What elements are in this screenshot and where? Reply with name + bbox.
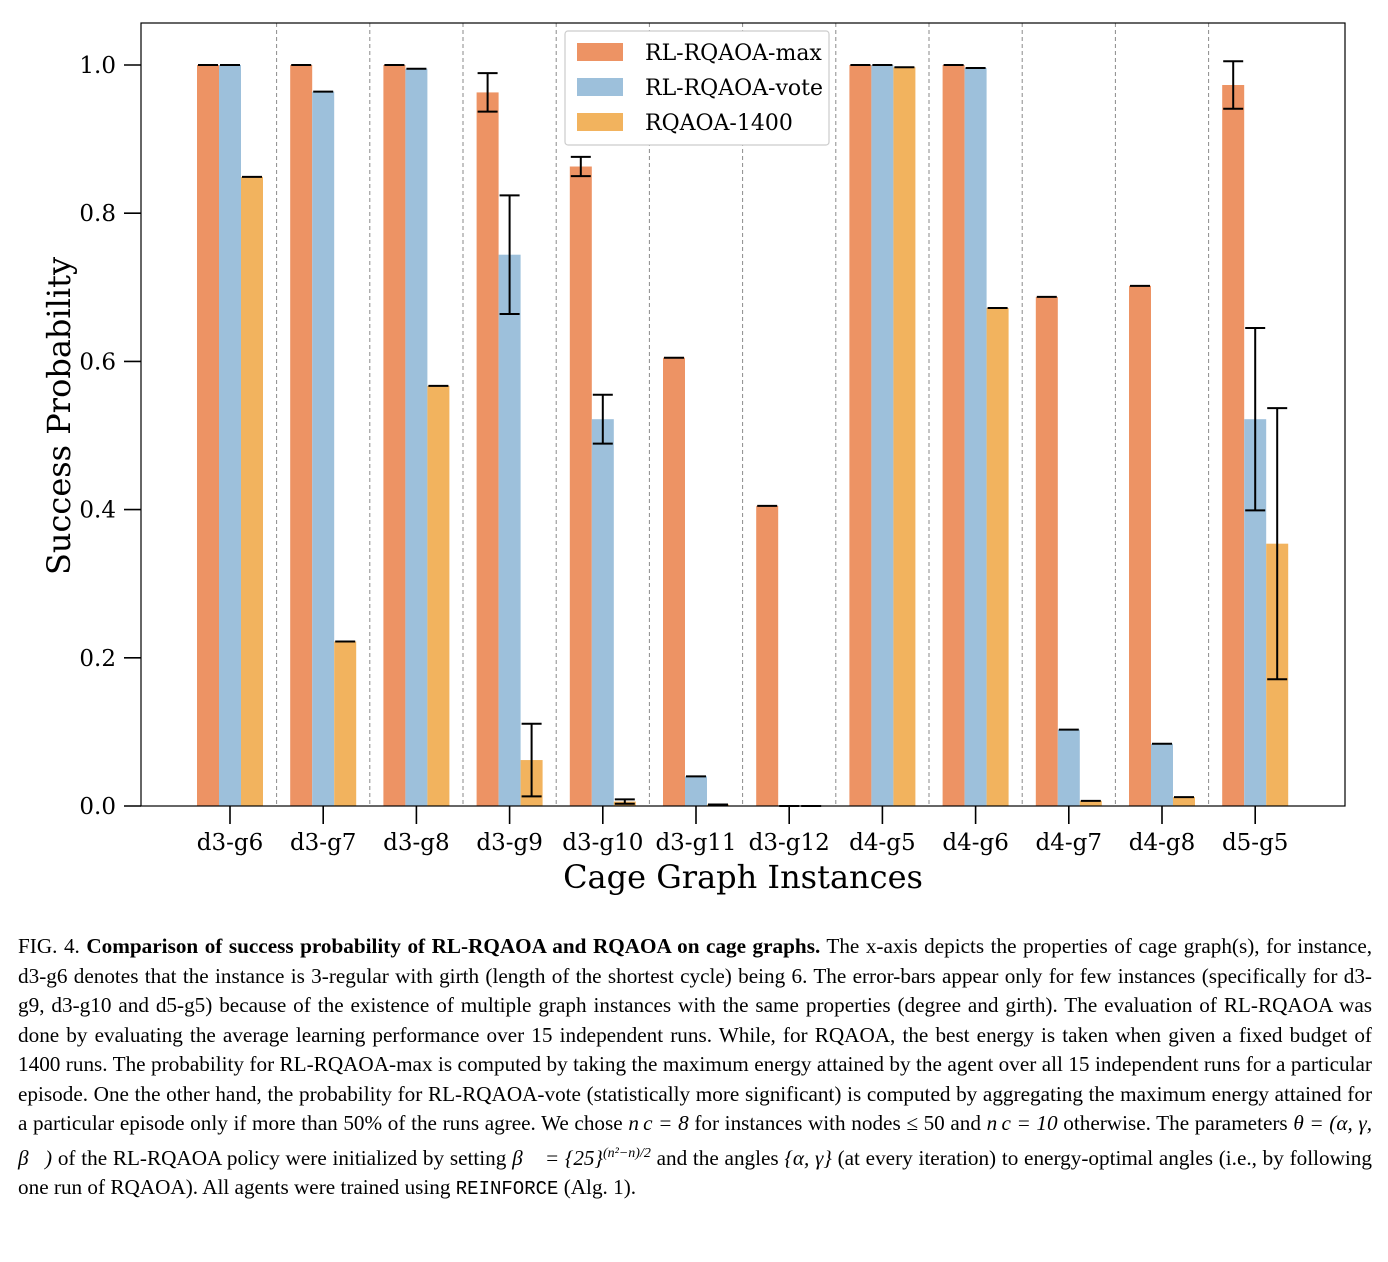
- caption-text: (at every iteration) to energy-optimal a…: [18, 1145, 1372, 1200]
- math-nc-10: n c = 10: [986, 1111, 1058, 1135]
- bar: [1244, 419, 1267, 806]
- bar: [569, 166, 592, 807]
- legend-box: [564, 30, 830, 146]
- bar-chart: 0.0 0.2 0.4 0.6 0.8 1.0 d3-g6 d3-g7 d3-g8 d3-g9 d3…: [40, 22, 1346, 896]
- bar: [893, 67, 916, 806]
- y-tick-label: 1.0: [79, 53, 116, 79]
- bar: [964, 67, 987, 807]
- plot-frame: [140, 22, 1346, 807]
- legend-label: RL-RQAOA-max: [645, 41, 822, 66]
- bar: [197, 65, 219, 806]
- bar: [498, 254, 521, 807]
- y-tick-label: 0.2: [79, 646, 116, 672]
- y-tick-label: 0.4: [79, 498, 116, 524]
- bar: [871, 65, 894, 806]
- x-tick-label: d3-g6: [197, 830, 263, 856]
- bar: [241, 176, 263, 807]
- x-tick-label: d4-g8: [1129, 830, 1195, 856]
- legend-swatch: [577, 43, 623, 61]
- x-tick-label: d3-g10: [562, 830, 643, 856]
- bar: [663, 357, 685, 806]
- math-beta-exponent: (n²−n)/2: [603, 1145, 651, 1161]
- math-beta-base: β⃗ = {25}: [512, 1145, 603, 1170]
- x-tick-label: d3-g7: [290, 830, 356, 856]
- bar: [1129, 285, 1151, 806]
- figure-caption: FIG. 4. Comparison of success probabilit…: [18, 932, 1372, 1205]
- reinforce-label: REINFORCE: [455, 1178, 559, 1201]
- bar: [591, 419, 614, 806]
- bar: [685, 776, 707, 806]
- x-tick-label: d3-g8: [383, 830, 449, 856]
- x-tick-label: d5-g5: [1222, 830, 1288, 856]
- math-angles: {α, γ}: [784, 1145, 832, 1170]
- caption-text: of the RL-RQAOA policy were initialized …: [57, 1145, 507, 1170]
- group-separators: [276, 23, 1210, 806]
- axes: 0.0 0.2 0.4 0.6 0.8 1.0 d3-g6 d3-g7 d3-g8 d3-g9 d3…: [79, 53, 1288, 856]
- y-axis-label: Success Probability: [40, 257, 78, 575]
- bar: [756, 505, 779, 806]
- y-tick-label: 0.0: [79, 794, 116, 820]
- caption-text: for instances with nodes ≤ 50 and: [694, 1111, 981, 1135]
- x-tick-label: d4-g6: [942, 830, 1008, 856]
- caption-title: Comparison of success probability of RL-…: [86, 934, 821, 958]
- figure-label: FIG. 4.: [18, 934, 80, 958]
- math-beta: β⃗ = {25}(n²−n)/2: [512, 1146, 651, 1170]
- x-tick-label: d3-g11: [655, 830, 736, 856]
- legend-label: RL-RQAOA-vote: [645, 76, 823, 101]
- y-tick-label: 0.8: [79, 201, 116, 227]
- bar: [405, 68, 428, 806]
- bar: [942, 65, 965, 806]
- bar: [290, 65, 313, 806]
- bar: [383, 65, 406, 806]
- legend-swatch: [577, 78, 623, 96]
- caption-text: and the angles: [656, 1145, 779, 1170]
- bar: [1151, 743, 1173, 806]
- bars: [197, 65, 1289, 807]
- x-tick-label: d4-g5: [849, 830, 915, 856]
- bar: [1057, 729, 1080, 806]
- x-tick-label: d3-g12: [749, 830, 830, 856]
- legend-label: RQAOA-1400: [645, 111, 793, 136]
- x-axis-label: Cage Graph Instances: [563, 858, 923, 896]
- bar: [219, 65, 241, 806]
- y-tick-label: 0.6: [79, 349, 116, 375]
- bar: [849, 65, 872, 806]
- x-tick-label: d4-g7: [1036, 830, 1102, 856]
- caption-text: The x-axis depicts the properties of cag…: [18, 934, 1373, 1135]
- math-theta: θ = (α, γ, β⃗): [18, 1111, 1373, 1170]
- legend: RL-RQAOA-max RL-RQAOA-vote RQAOA-1400: [564, 30, 830, 146]
- bar: [312, 91, 335, 806]
- x-tick-label: d3-g9: [476, 830, 542, 856]
- bar: [986, 308, 1009, 806]
- legend-swatch: [577, 113, 623, 131]
- caption-text: (Alg. 1).: [563, 1175, 637, 1200]
- bar: [1079, 800, 1102, 806]
- math-nc-8: n c = 8: [628, 1111, 689, 1135]
- bar: [334, 641, 357, 806]
- bar: [427, 385, 450, 806]
- caption-text: otherwise. The parameters: [1063, 1111, 1288, 1135]
- bar: [1035, 296, 1058, 806]
- bar: [1173, 797, 1195, 806]
- bar: [476, 92, 499, 807]
- bar: [1222, 85, 1245, 806]
